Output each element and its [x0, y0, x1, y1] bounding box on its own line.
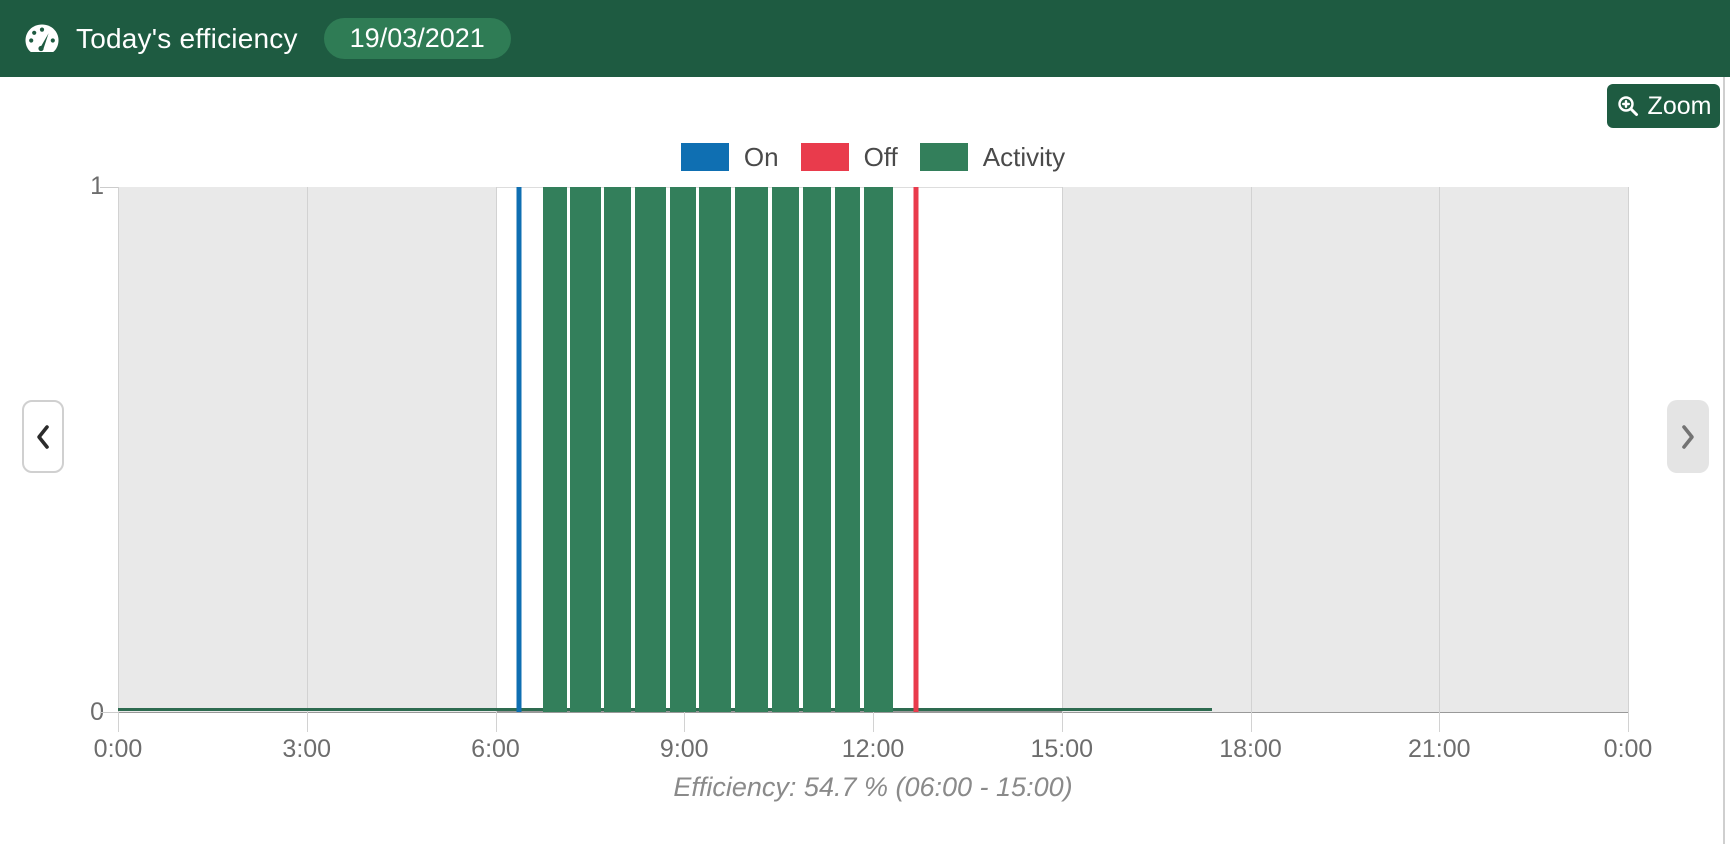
activity-bar — [803, 187, 831, 712]
activity-bar — [699, 187, 731, 712]
legend-label-on: On — [743, 141, 779, 172]
chevron-left-icon — [30, 420, 56, 454]
legend-swatch-on — [680, 143, 729, 171]
legend-swatch-activity — [919, 143, 968, 171]
x-gridline — [1439, 187, 1441, 732]
efficiency-chart-plot: 0:00 3:00 6:00 9:00 12:00 15:00 18:00 21:00 0:00 — [94, 187, 1652, 763]
chevron-right-icon — [1675, 420, 1701, 454]
x-tick-label: 21:00 — [1407, 735, 1471, 763]
date-badge[interactable]: 19/03/2021 — [323, 17, 511, 60]
x-gridline — [1061, 187, 1063, 732]
activity-bar — [734, 187, 768, 712]
x-tick-label: 12:00 — [841, 735, 905, 763]
x-tick-label: 9:00 — [659, 735, 709, 763]
x-gridline — [1250, 187, 1252, 732]
efficiency-caption: Efficiency: 54.7 % (06:00 - 15:00) — [673, 772, 1073, 802]
y-axis-tick-min — [100, 712, 118, 713]
y-axis-tick-max — [100, 187, 118, 188]
x-tick-label: 0:00 — [1603, 735, 1653, 763]
x-tick-label: 0:00 — [93, 735, 143, 763]
y-axis-label-max: 1 — [90, 172, 104, 200]
magnifier-plus-icon — [1616, 94, 1640, 118]
off-marker-line — [913, 187, 919, 712]
legend-item-on[interactable]: On — [680, 141, 779, 173]
activity-bar — [834, 187, 861, 712]
activity-bar — [569, 187, 601, 712]
off-hours-band — [1061, 187, 1628, 712]
x-tick-label: 3:00 — [282, 735, 332, 763]
activity-bar — [604, 187, 631, 712]
x-tick-label: 15:00 — [1030, 735, 1094, 763]
activity-bar — [669, 187, 696, 712]
legend-item-activity[interactable]: Activity — [919, 141, 1066, 173]
legend-label-activity: Activity — [982, 141, 1066, 172]
x-gridline — [118, 187, 119, 732]
x-gridline — [306, 187, 308, 732]
next-day-button[interactable] — [1667, 400, 1709, 473]
content-right-border — [1723, 77, 1725, 844]
zoom-button-label: Zoom — [1647, 91, 1712, 120]
activity-bar — [864, 187, 893, 712]
x-gridline — [1628, 187, 1629, 732]
legend-swatch-off — [800, 143, 849, 171]
gauge-icon — [24, 23, 60, 55]
activity-bar — [771, 187, 800, 712]
chart-legend: On Off Activity — [118, 141, 1628, 173]
x-tick-label: 18:00 — [1219, 735, 1282, 763]
page-title: Today's efficiency — [76, 22, 298, 54]
x-tick-label: 6:00 — [471, 735, 520, 763]
on-marker-line — [516, 187, 522, 712]
previous-day-button[interactable] — [22, 400, 64, 473]
activity-bar — [542, 187, 567, 712]
zoom-button[interactable]: Zoom — [1607, 84, 1720, 128]
header-bar: Today's efficiency 19/03/2021 — [0, 0, 1730, 77]
x-gridline — [495, 187, 497, 732]
y-axis-label-min: 0 — [90, 698, 104, 726]
activity-bar — [634, 187, 666, 712]
legend-item-off[interactable]: Off — [800, 141, 898, 173]
legend-label-off: Off — [863, 141, 898, 172]
